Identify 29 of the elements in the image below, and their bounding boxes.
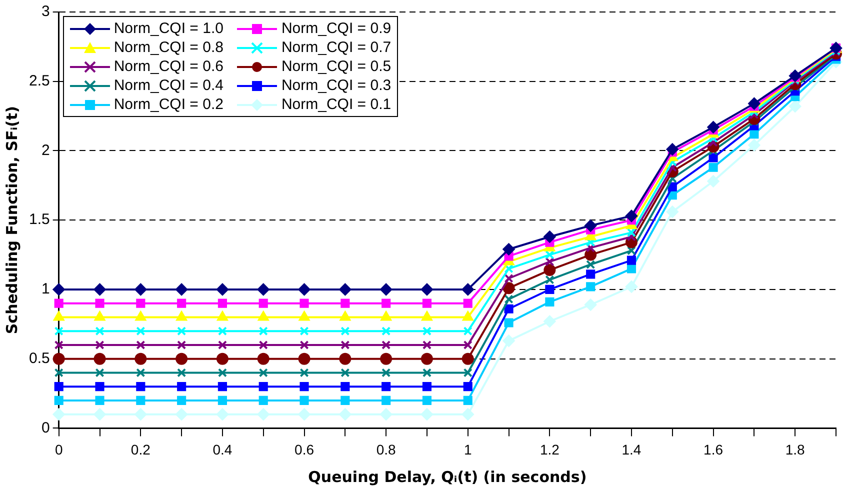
y-tick-label: 2.5 (28, 72, 50, 90)
y-axis-title: Scheduling Function, SFᵢ(t) (2, 106, 21, 334)
x-tick-label: 1.2 (540, 441, 560, 458)
legend-label: Norm_CQI = 0.5 (281, 57, 392, 76)
y-tick-label: 0.5 (28, 350, 50, 367)
legend-label: Norm_CQI = 1.0 (114, 19, 224, 38)
legend-label: Norm_CQI = 0.7 (281, 38, 392, 57)
legend-label: Norm_CQI = 0.3 (281, 76, 392, 95)
legend-label: Norm_CQI = 0.4 (114, 76, 224, 95)
x-axis-title: Queuing Delay, Qᵢ(t) (in seconds) (308, 468, 587, 486)
legend-label: Norm_CQI = 0.6 (114, 57, 224, 76)
legend-label: Norm_CQI = 0.2 (114, 95, 224, 114)
x-tick-label: 0 (54, 441, 63, 458)
legend-label: Norm_CQI = 0.8 (114, 38, 224, 57)
x-tick-label: 1 (464, 441, 472, 458)
x-tick-label: 0.2 (130, 441, 151, 458)
x-tick-label: 1.6 (704, 441, 724, 458)
x-tick-label: 0.4 (212, 441, 232, 458)
x-tick-label: 1.4 (622, 441, 642, 458)
y-tick-label: 1 (42, 280, 50, 298)
x-tick-label: 0.6 (294, 441, 314, 458)
legend-label: Norm_CQI = 0.1 (281, 95, 392, 114)
y-tick-label: 1.5 (28, 211, 50, 228)
x-tick-label: 1.8 (785, 441, 806, 458)
legend-label: Norm_CQI = 0.9 (281, 19, 392, 38)
y-tick-label: 3 (42, 3, 50, 20)
y-tick-label: 0 (42, 419, 50, 436)
y-tick-label: 2 (42, 142, 50, 159)
x-tick-label: 0.8 (376, 441, 396, 458)
